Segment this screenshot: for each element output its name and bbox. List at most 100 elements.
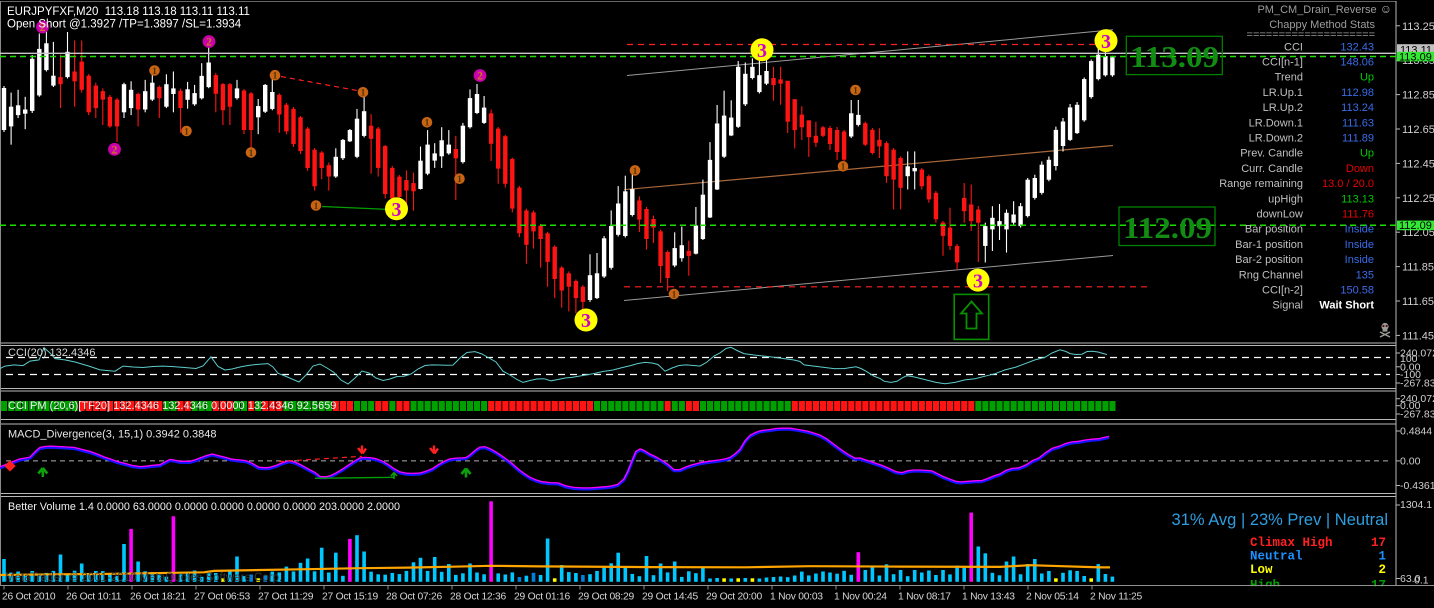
svg-text:Bar-2 position: Bar-2 position [1235, 254, 1303, 266]
svg-text:Range remaining: Range remaining [1219, 178, 1303, 190]
svg-text:3: 3 [757, 40, 767, 62]
svg-text:111.63: 111.63 [1342, 117, 1374, 129]
svg-text:112.09: 112.09 [1399, 220, 1432, 232]
svg-text:Prev. Candle: Prev. Candle [1240, 148, 1303, 160]
svg-text:1: 1 [249, 149, 254, 159]
svg-text:LR.Down.1: LR.Down.1 [1249, 117, 1303, 129]
svg-text:1: 1 [633, 167, 638, 177]
svg-text:17: 17 [1371, 536, 1386, 550]
svg-text:112.09: 112.09 [1123, 210, 1212, 245]
svg-text:1: 1 [853, 86, 858, 96]
svg-text:100: 100 [1400, 353, 1418, 365]
svg-text:0.1: 0.1 [1414, 575, 1429, 587]
svg-text:3: 3 [392, 199, 402, 221]
svg-text:3: 3 [973, 270, 983, 292]
svg-text:3: 3 [1101, 31, 1111, 53]
svg-text:26 Oct 2010: 26 Oct 2010 [2, 592, 56, 603]
svg-text:Signal: Signal [1272, 300, 1303, 312]
svg-text:113.25: 113.25 [1402, 21, 1434, 33]
svg-text:148.06: 148.06 [1340, 57, 1374, 69]
svg-text:112.85: 112.85 [1402, 90, 1434, 102]
svg-text:0.4844: 0.4844 [1400, 426, 1432, 438]
svg-text:27 Oct 15:19: 27 Oct 15:19 [322, 592, 378, 603]
svg-text:2 Nov 05:14: 2 Nov 05:14 [1026, 592, 1079, 603]
svg-text:1 Nov 00:24: 1 Nov 00:24 [834, 592, 887, 603]
svg-text:-267.8312: -267.8312 [1400, 409, 1434, 421]
svg-text:CCI[n-1]: CCI[n-1] [1262, 57, 1303, 69]
svg-text:-267.8312: -267.8312 [1400, 378, 1434, 390]
svg-text:29 Oct 20:00: 29 Oct 20:00 [706, 592, 762, 603]
svg-text:Bar position: Bar position [1245, 224, 1303, 236]
svg-text:Up: Up [1360, 72, 1374, 84]
svg-text:2: 2 [477, 71, 483, 83]
svg-text:0.00: 0.00 [1400, 455, 1421, 467]
svg-text:0.00: 0.00 [1400, 400, 1421, 412]
svg-text:113.13: 113.13 [1341, 193, 1374, 205]
svg-text:112.98: 112.98 [1341, 87, 1374, 99]
svg-text:====================: ==================== [1247, 29, 1375, 41]
svg-text:113.24: 113.24 [1341, 102, 1374, 114]
svg-text:26 Oct 10:11: 26 Oct 10:11 [66, 592, 122, 603]
svg-text:112.65: 112.65 [1402, 124, 1434, 136]
svg-text:112.25: 112.25 [1402, 193, 1434, 205]
svg-text:Wait Short: Wait Short [1319, 300, 1374, 312]
svg-text:Climax High: Climax High [1250, 536, 1333, 550]
svg-text:2: 2 [1378, 563, 1386, 577]
svg-text:Open Short @1.3927 /TP=1.3897: Open Short @1.3927 /TP=1.3897 /SL=1.3934 [7, 19, 242, 31]
svg-text:upHigh: upHigh [1268, 193, 1303, 205]
svg-text:LR.Up.1: LR.Up.1 [1263, 87, 1303, 99]
svg-text:Curr. Candle: Curr. Candle [1241, 163, 1303, 175]
svg-text:1: 1 [672, 290, 677, 300]
svg-text:113.09: 113.09 [1130, 39, 1219, 74]
svg-text:240.0727: 240.0727 [1400, 393, 1434, 405]
svg-text:Trend: Trend [1275, 72, 1303, 84]
svg-text:Inside: Inside [1345, 239, 1374, 251]
svg-text:1: 1 [457, 175, 462, 185]
svg-text:2: 2 [40, 22, 46, 34]
svg-text:1: 1 [841, 163, 846, 173]
svg-text:240.0727: 240.0727 [1400, 348, 1434, 360]
svg-text:1: 1 [273, 72, 278, 82]
svg-text:Down: Down [1346, 163, 1374, 175]
svg-text:29 Oct 01:16: 29 Oct 01:16 [514, 592, 570, 603]
svg-text:29 Oct 08:29: 29 Oct 08:29 [578, 592, 634, 603]
svg-text:113.09: 113.09 [1399, 51, 1432, 63]
svg-text:Low: Low [1250, 563, 1273, 577]
svg-text:27 Oct 11:29: 27 Oct 11:29 [258, 592, 314, 603]
svg-text:Bar-1 position: Bar-1 position [1235, 239, 1303, 251]
svg-text:28 Oct 12:36: 28 Oct 12:36 [450, 592, 506, 603]
svg-text:downLow: downLow [1257, 209, 1304, 221]
svg-text:EURJPYFXF,M20 113.18 113.18 1: EURJPYFXF,M20 113.18 113.18 113.11 113.1… [7, 6, 250, 18]
svg-text:CCI: CCI [1284, 41, 1303, 53]
svg-text:Better Volume 1.4 0.0000 63.00: Better Volume 1.4 0.0000 63.0000 0.0000 … [8, 501, 400, 513]
svg-text:1: 1 [361, 89, 366, 99]
svg-text:27 Oct 06:53: 27 Oct 06:53 [194, 592, 250, 603]
svg-text:111.45: 111.45 [1402, 330, 1434, 342]
svg-text:31% Avg | 23% Prev | Neutral: 31% Avg | 23% Prev | Neutral [1172, 511, 1388, 529]
svg-text:1: 1 [425, 119, 430, 129]
svg-text:0.00: 0.00 [1400, 361, 1421, 373]
svg-text:111.65: 111.65 [1402, 296, 1434, 308]
svg-text:150.58: 150.58 [1340, 285, 1374, 297]
svg-text:Up: Up [1360, 148, 1374, 160]
svg-text:Inside: Inside [1345, 224, 1374, 236]
svg-text:132.43: 132.43 [1340, 41, 1374, 53]
svg-text:1304.1: 1304.1 [1400, 499, 1432, 511]
svg-text:1 Nov 08:17: 1 Nov 08:17 [898, 592, 951, 603]
svg-text:26 Oct 18:21: 26 Oct 18:21 [130, 592, 186, 603]
svg-text:1: 1 [314, 202, 319, 212]
svg-text:3: 3 [581, 310, 591, 332]
svg-text:1: 1 [184, 127, 189, 137]
svg-text:Neutral: Neutral [1250, 550, 1303, 564]
svg-text:63.0: 63.0 [1400, 573, 1421, 585]
svg-text:2: 2 [112, 144, 118, 156]
svg-text:135: 135 [1356, 269, 1374, 281]
svg-text:13.0 / 20.0: 13.0 / 20.0 [1322, 178, 1374, 190]
svg-text:1: 1 [1378, 550, 1386, 564]
svg-text:111.76: 111.76 [1342, 209, 1374, 221]
svg-text:2: 2 [206, 37, 212, 49]
svg-text:CCI(20) 132.4346: CCI(20) 132.4346 [8, 347, 95, 359]
svg-text:PM_CM_Drain_Reverse ☺: PM_CM_Drain_Reverse ☺ [1257, 2, 1392, 16]
svg-text:LR.Down.2: LR.Down.2 [1249, 133, 1303, 145]
svg-text:29 Oct 14:45: 29 Oct 14:45 [642, 592, 698, 603]
